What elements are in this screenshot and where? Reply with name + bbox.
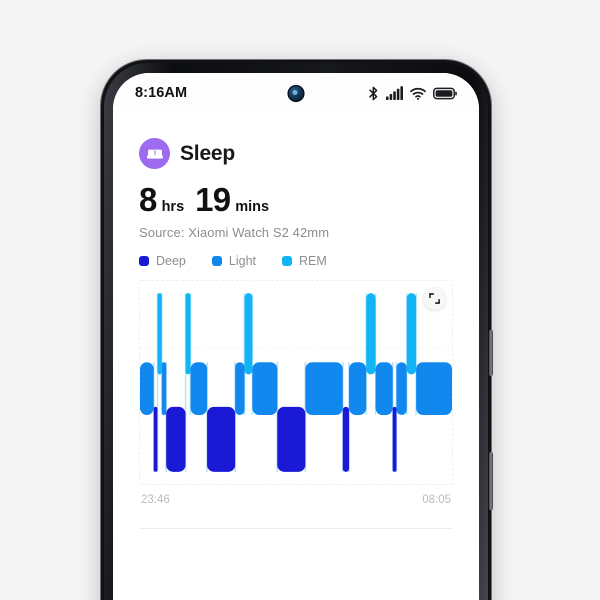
sleep-card[interactable]: Sleep 8 hrs 19 mins Source: Xiaomi Watch… [123, 120, 469, 590]
front-camera-icon [287, 85, 305, 102]
status-bar-icons [368, 86, 457, 101]
legend-item-deep[interactable]: Deep [139, 254, 186, 268]
wifi-icon [410, 87, 426, 100]
legend-dot-rem [282, 256, 292, 266]
legend-item-light[interactable]: Light [211, 254, 256, 268]
legend-label-deep: Deep [156, 254, 186, 268]
cellular-signal-icon [386, 86, 403, 100]
legend-dot-deep [139, 256, 149, 266]
sleep-card-header: Sleep [139, 138, 453, 169]
volume-button[interactable] [489, 452, 493, 510]
battery-icon [433, 87, 457, 100]
bluetooth-icon [368, 86, 379, 101]
sleep-duration: 8 hrs 19 mins [139, 183, 453, 216]
power-button[interactable] [489, 330, 493, 376]
duration-hours-unit: hrs [161, 199, 185, 215]
axis-end-time: 08:05 [422, 494, 451, 506]
data-source-label: Source: Xiaomi Watch S2 42mm [139, 225, 330, 240]
chart-time-axis: 23:46 08:05 [139, 494, 453, 506]
duration-minutes-unit: mins [235, 199, 270, 215]
legend-dot-light [211, 256, 222, 266]
expand-fullscreen-icon[interactable] [423, 287, 446, 310]
card-divider [139, 528, 453, 529]
page-title: Sleep [180, 141, 236, 165]
hypnogram-svg [140, 293, 452, 472]
legend-label-rem: REM [299, 254, 327, 268]
duration-hours-value: 8 [139, 181, 157, 218]
camera-glint [292, 90, 298, 95]
phone-screen: 8:16AM [113, 73, 479, 600]
axis-start-time: 23:46 [141, 494, 170, 506]
legend-label-light: Light [228, 254, 256, 268]
sleep-stage-chart[interactable] [139, 280, 453, 485]
status-bar-clock: 8:16AM [135, 85, 188, 101]
chart-legend: Deep Light REM [139, 254, 453, 268]
status-bar: 8:16AM [113, 73, 479, 113]
legend-item-rem[interactable]: REM [282, 254, 327, 268]
bed-icon [139, 138, 170, 169]
phone-device: 8:16AM [101, 60, 493, 600]
duration-minutes-value: 19 [195, 181, 231, 218]
